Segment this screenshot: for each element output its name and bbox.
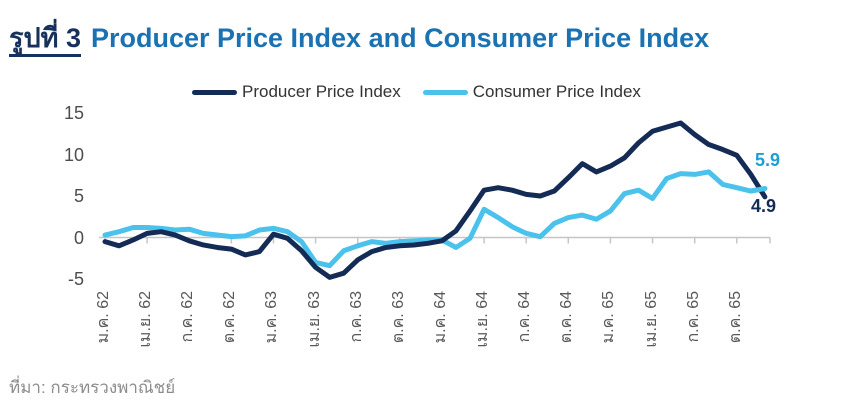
ppi-end-value-label: 4.9 <box>751 196 777 216</box>
x-axis-tick-label: ก.ค. 62 <box>179 291 197 343</box>
y-axis-tick-label: 10 <box>63 144 84 165</box>
ppi-line-series <box>102 120 768 280</box>
figure-title: Producer Price Index and Consumer Price … <box>90 23 710 53</box>
legend-item-producer-price-index: Producer Price Index <box>192 82 401 102</box>
x-axis-tick-label: ม.ค. 62 <box>95 291 112 344</box>
x-axis-tick-label: ม.ค. 63 <box>263 291 281 344</box>
cpi-line-series <box>102 169 768 269</box>
chart-legend: Producer Price Index Consumer Price Inde… <box>192 82 663 102</box>
x-axis-tick-label: ต.ค. 65 <box>726 291 744 344</box>
figure-number-label: รูปที่ 3 <box>9 23 81 57</box>
x-axis-tick-label: เม.ย. 64 <box>474 291 492 348</box>
ppi-line-swatch-icon <box>192 89 237 95</box>
x-axis-tick-label: เม.ย. 62 <box>137 291 155 348</box>
x-axis-tick-label: ม.ค. 65 <box>600 291 618 344</box>
y-axis-tick-label: 5 <box>73 186 84 206</box>
figure-header: รูปที่ 3 Producer Price Index and Consume… <box>9 16 709 59</box>
x-axis-tick-label: ก.ค. 64 <box>516 291 534 343</box>
x-axis-tick-label: เม.ย. 65 <box>642 291 660 348</box>
y-axis-tick-label: -5 <box>67 269 84 289</box>
x-axis-tick-label: ต.ค. 64 <box>558 291 576 344</box>
x-axis-tick-label: ก.ค. 63 <box>347 291 365 343</box>
legend-label-cpi: Consumer Price Index <box>472 82 641 101</box>
cpi-end-value-label: 5.9 <box>755 150 781 170</box>
cpi-line-swatch-icon <box>422 89 468 95</box>
x-axis-tick-label: ม.ค. 64 <box>431 291 449 344</box>
x-axis-tick-label: เม.ย. 63 <box>305 291 323 348</box>
source-note: ที่มา: กระทรวงพาณิชย์ <box>9 378 176 397</box>
y-axis-tick-label: 15 <box>63 103 84 123</box>
legend-item-consumer-price-index: Consumer Price Index <box>422 82 641 102</box>
cpi-line-end-segment <box>748 186 768 194</box>
x-axis-tick-label: ต.ค. 63 <box>389 291 407 344</box>
legend-label-ppi: Producer Price Index <box>242 82 401 101</box>
x-axis-tick-label: ต.ค. 62 <box>221 291 239 344</box>
y-axis-tick-label: 0 <box>73 227 84 248</box>
x-axis-tick-label: ก.ค. 65 <box>684 291 702 343</box>
